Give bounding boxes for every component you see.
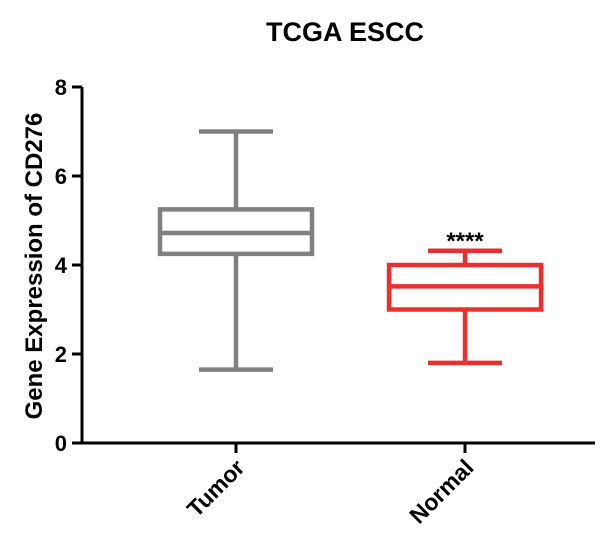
y-tick-label: 2 [55,342,67,367]
y-tick-label: 4 [55,253,68,278]
y-tick-label: 0 [55,431,67,456]
chart-title: TCGA ESCC [266,17,424,47]
y-axis: 0 2 4 6 8 [55,75,84,456]
significance-annotation: **** [446,228,484,255]
boxes: **** [157,129,544,372]
x-tick-label-normal: Normal [404,454,478,528]
x-tick-label-tumor: Tumor [182,454,250,522]
box-tumor [157,129,315,372]
box-normal: **** [386,228,544,366]
x-axis: Tumor Normal [82,441,595,529]
y-axis-label: Gene Expression of CD276 [21,113,48,420]
y-tick-label: 6 [55,164,67,189]
y-tick-label: 8 [55,75,67,100]
